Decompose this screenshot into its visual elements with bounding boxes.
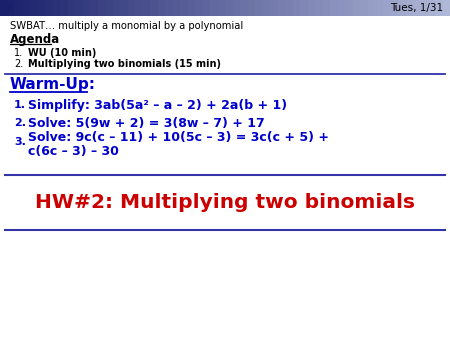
Bar [105, 0, 113, 16]
Bar [172, 0, 181, 16]
Bar [420, 0, 428, 16]
Bar [292, 0, 301, 16]
Bar [195, 0, 203, 16]
Bar [8, 0, 16, 16]
Bar [3, 2, 12, 11]
Text: 2.: 2. [14, 59, 23, 69]
Bar [375, 0, 383, 16]
Bar [262, 0, 271, 16]
Bar [180, 0, 189, 16]
Bar [330, 0, 338, 16]
Bar [233, 0, 241, 16]
Bar [323, 0, 331, 16]
Bar [405, 0, 414, 16]
Text: Simplify: 3ab(5a² – a – 2) + 2a(b + 1): Simplify: 3ab(5a² – a – 2) + 2a(b + 1) [28, 98, 287, 112]
Bar [428, 0, 436, 16]
Bar [360, 0, 369, 16]
Text: HW#2: Multiplying two binomials: HW#2: Multiplying two binomials [35, 193, 415, 213]
Bar [225, 0, 234, 16]
Bar [285, 0, 293, 16]
Bar [22, 0, 31, 16]
Text: 3.: 3. [14, 137, 26, 147]
Bar [53, 0, 61, 16]
Bar [300, 0, 309, 16]
Bar [82, 0, 91, 16]
Bar [45, 0, 54, 16]
Bar [315, 0, 324, 16]
Bar [188, 0, 196, 16]
Bar [390, 0, 399, 16]
Bar [150, 0, 158, 16]
Text: WU (10 min): WU (10 min) [28, 48, 96, 58]
Text: c(6c – 3) – 30: c(6c – 3) – 30 [28, 145, 119, 158]
Bar [90, 0, 99, 16]
Bar [68, 0, 76, 16]
Bar [135, 0, 144, 16]
Bar [75, 0, 84, 16]
Text: Tues, 1/31: Tues, 1/31 [390, 3, 443, 13]
Text: 2.: 2. [14, 118, 26, 128]
Bar [143, 0, 151, 16]
Bar [255, 0, 264, 16]
Bar [307, 0, 316, 16]
Bar [248, 0, 256, 16]
Bar [120, 0, 129, 16]
Bar [435, 0, 444, 16]
Bar [345, 0, 354, 16]
Bar [368, 0, 376, 16]
Bar [60, 0, 68, 16]
Bar [270, 0, 279, 16]
Bar [165, 0, 174, 16]
Bar [217, 0, 226, 16]
Text: Solve: 9c(c – 11) + 10(5c – 3) = 3c(c + 5) +: Solve: 9c(c – 11) + 10(5c – 3) = 3c(c + … [28, 131, 329, 145]
Bar [382, 0, 391, 16]
Text: Warm-Up:: Warm-Up: [10, 77, 96, 93]
Bar [158, 0, 166, 16]
Bar [30, 0, 39, 16]
Bar [397, 0, 406, 16]
Bar [413, 0, 421, 16]
Bar [98, 0, 106, 16]
Bar [338, 0, 346, 16]
Text: Solve: 5(9w + 2) = 3(8w – 7) + 17: Solve: 5(9w + 2) = 3(8w – 7) + 17 [28, 117, 265, 129]
Text: 1.: 1. [14, 48, 23, 58]
Bar [15, 0, 23, 16]
Bar [240, 0, 248, 16]
Bar [352, 0, 361, 16]
Bar [112, 0, 121, 16]
Text: Multiplying two binomials (15 min): Multiplying two binomials (15 min) [28, 59, 221, 69]
Bar [37, 0, 46, 16]
Bar [0, 0, 9, 16]
Text: Agenda: Agenda [10, 32, 60, 46]
Text: SWBAT… multiply a monomial by a polynomial: SWBAT… multiply a monomial by a polynomi… [10, 21, 243, 31]
Text: 1.: 1. [14, 100, 26, 110]
Bar [442, 0, 450, 16]
Bar [202, 0, 211, 16]
Bar [127, 0, 136, 16]
Bar [210, 0, 219, 16]
Bar [278, 0, 286, 16]
